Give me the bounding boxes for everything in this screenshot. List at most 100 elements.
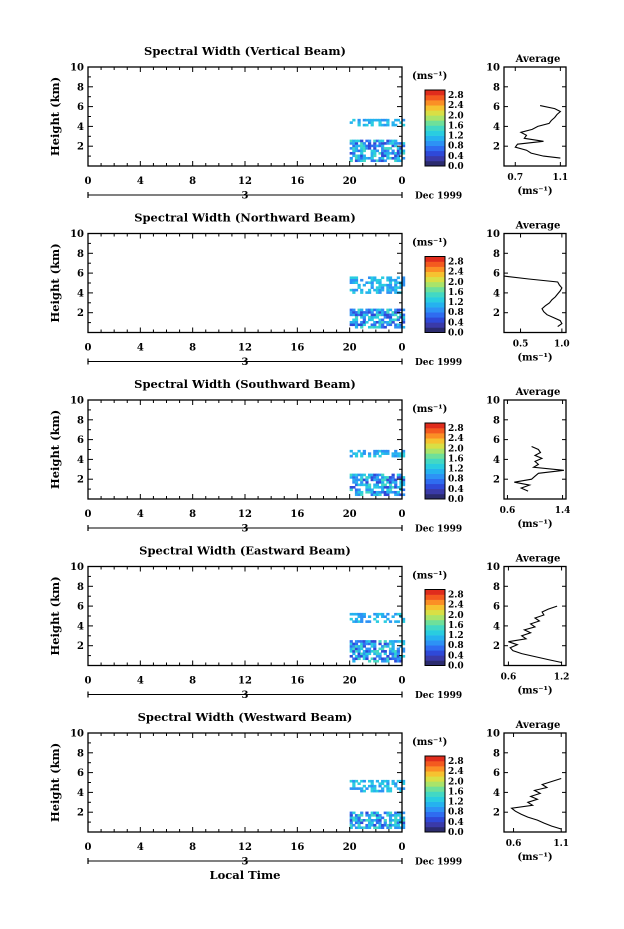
colorbar-segment <box>425 771 445 777</box>
colorbar-segment <box>425 463 445 469</box>
colorbar-tick-label: 1.2 <box>448 631 464 641</box>
colorbar-segment <box>425 302 445 308</box>
heatmap-cell <box>386 121 390 124</box>
heatmap-cell <box>402 821 406 825</box>
heatmap-cell <box>352 481 356 484</box>
heatmap-cell <box>370 283 374 287</box>
heatmap-cell <box>352 787 356 790</box>
heatmap-cell <box>378 784 382 788</box>
average-y-tick-label: 2 <box>493 142 500 153</box>
y-tick-label: 2 <box>77 142 84 153</box>
colorbar-segment <box>425 811 445 818</box>
heatmap-cell <box>386 784 390 788</box>
heatmap-cell <box>373 476 377 479</box>
heatmap-cell <box>394 313 398 317</box>
x-tick-label: 20 <box>343 676 357 687</box>
heatmap-cell <box>381 283 385 287</box>
heatmap-cell <box>367 325 372 329</box>
x-tick-label: 20 <box>343 176 357 187</box>
heatmap-cell <box>365 144 369 148</box>
heatmap-cell <box>367 652 372 656</box>
heatmap-cell <box>396 821 400 825</box>
heatmap-cell <box>373 640 377 643</box>
colorbar-tick-label: 1.6 <box>448 454 464 464</box>
heatmap-cell <box>357 814 361 817</box>
heatmap-cell <box>375 320 380 324</box>
heatmap-cell <box>391 313 395 317</box>
heatmap-cell <box>373 659 377 663</box>
panel-title: Spectral Width (Eastward Beam) <box>139 544 351 558</box>
heatmap-cell <box>362 283 366 287</box>
heatmap-cell <box>362 652 366 656</box>
heatmap-cell <box>367 779 372 783</box>
heatmap-cell <box>399 787 403 790</box>
heatmap-cell <box>402 320 406 324</box>
heatmap-cell <box>388 642 393 646</box>
heatmap-cell <box>352 819 356 822</box>
colorbar-segment <box>425 594 445 600</box>
heatmap-cell <box>370 811 374 815</box>
heatmap-cell <box>381 481 385 484</box>
average-y-tick-label: 2 <box>493 475 500 486</box>
heatmap-cell <box>399 159 403 163</box>
heatmap-cell <box>388 652 393 656</box>
heatmap-cell <box>388 318 393 322</box>
heatmap-cell <box>352 782 356 785</box>
y-tick-label: 8 <box>77 748 84 759</box>
heatmap-cell <box>370 144 374 148</box>
colorbar-segment <box>425 473 445 480</box>
heatmap-cell <box>391 476 395 479</box>
heatmap-cell <box>391 647 395 651</box>
heatmap-cell <box>354 139 359 143</box>
colorbar-segment <box>425 261 445 267</box>
colorbar-segment <box>425 801 445 807</box>
heatmap-cell <box>399 323 403 327</box>
heatmap-cell <box>352 320 356 324</box>
heatmap-cell <box>360 288 364 292</box>
heatmap-cell <box>370 118 374 122</box>
heatmap-cell <box>365 481 369 484</box>
heatmap-cell <box>360 139 364 143</box>
heatmap-cell <box>352 823 356 827</box>
heatmap-cell <box>394 454 398 458</box>
heatmap-cell <box>357 308 361 312</box>
colorbar-tick-label: 0.0 <box>448 495 464 505</box>
heatmap-cell <box>396 118 400 122</box>
heatmap-cell <box>362 657 366 661</box>
heatmap-cell <box>402 144 406 148</box>
average-x-tick-label: 0.7 <box>507 173 523 183</box>
colorbar-segment <box>425 453 445 459</box>
heatmap-cell <box>370 313 374 317</box>
heatmap-cell <box>399 308 403 312</box>
heatmap-cell <box>360 313 364 317</box>
heatmap-cell <box>360 476 364 479</box>
heatmap-cell <box>357 156 361 160</box>
heatmap-cell <box>375 316 380 319</box>
heatmap-cell <box>399 486 403 489</box>
heatmap-cell <box>354 147 359 150</box>
heatmap-cell <box>367 483 372 487</box>
heatmap-cell <box>357 654 361 658</box>
heatmap-cell <box>373 784 377 788</box>
heatmap-cell <box>394 483 398 487</box>
x-tick-label: 4 <box>137 509 144 520</box>
heatmap-cell <box>396 640 400 643</box>
heatmap-cell <box>378 144 382 148</box>
heatmap-cell <box>391 139 395 143</box>
heatmap-cell <box>354 654 359 658</box>
heatmap-cell <box>396 308 400 312</box>
heatmap-cell <box>354 281 359 284</box>
heatmap-cell <box>402 493 406 497</box>
heatmap-cell <box>396 814 400 817</box>
y-tick-label: 4 <box>77 788 84 799</box>
x-tick-label: 0 <box>399 176 406 187</box>
heatmap-cell <box>354 816 359 820</box>
heatmap-cell <box>375 652 380 656</box>
heatmap-cell <box>349 779 353 783</box>
heatmap-cell <box>360 320 364 324</box>
heatmap-cell <box>370 152 374 155</box>
heatmap-cell <box>352 142 356 145</box>
heatmap-cell <box>375 493 380 497</box>
heatmap-cell <box>373 308 377 312</box>
heatmap-cell <box>386 154 390 158</box>
